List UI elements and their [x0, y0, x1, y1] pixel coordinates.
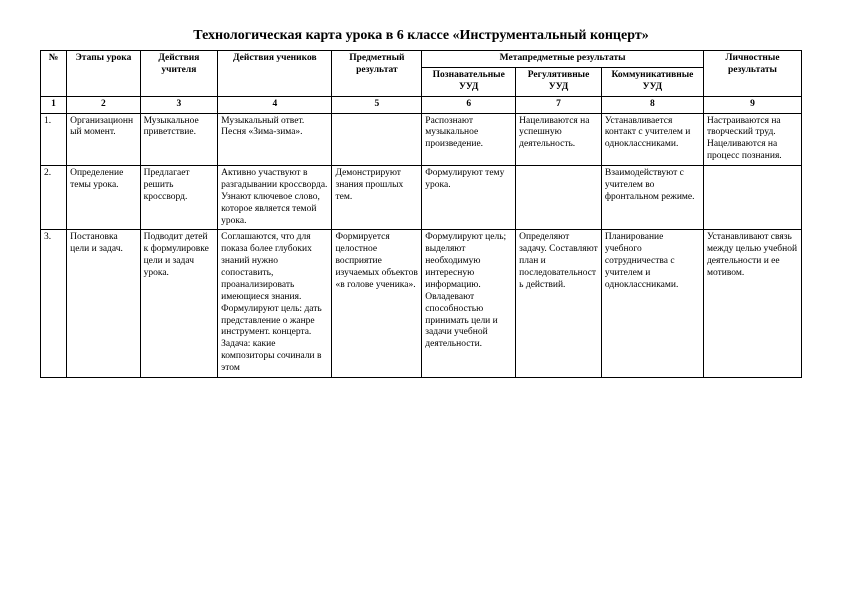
col-personal: Личностные результаты: [703, 51, 801, 97]
cell-idx: 2.: [41, 166, 67, 230]
table-row: 1. Организационный момент. Музыкальное п…: [41, 113, 802, 166]
col-num: №: [41, 51, 67, 97]
cell-stage: Организационный момент.: [67, 113, 140, 166]
col-students: Действия учеников: [218, 51, 332, 97]
cell-stage: Постановка цели и задач.: [67, 230, 140, 378]
cell-communicative: Взаимодействуют с учителем во фронтально…: [601, 166, 703, 230]
cell-students: Соглашаются, что для показа более глубок…: [218, 230, 332, 378]
page-title: Технологическая карта урока в 6 классе «…: [40, 28, 802, 44]
lesson-plan-table: № Этапы урока Действия учителя Действия …: [40, 50, 802, 378]
col-communicative: Коммуникативные УУД: [601, 67, 703, 96]
col-cognitive: Познавательные УУД: [422, 67, 516, 96]
cell-students: Музыкальный ответ. Песня «Зима-зима».: [218, 113, 332, 166]
cell-students: Активно участвуют в разгадывании кроссво…: [218, 166, 332, 230]
cell-subject: Демонстрируют знания прошлых тем.: [332, 166, 422, 230]
cell-cognitive: Формулируют цель; выделяют необходимую и…: [422, 230, 516, 378]
cell-communicative: Устанавливается контакт с учителем и одн…: [601, 113, 703, 166]
cell-regulatory: Нацеливаются на успешную деятельность.: [516, 113, 602, 166]
cell-stage: Определение темы урока.: [67, 166, 140, 230]
cell-personal: Настраиваются на творческий труд. Нацели…: [703, 113, 801, 166]
cell-subject: Формируется целостное восприятие изучаем…: [332, 230, 422, 378]
col-teacher: Действия учителя: [140, 51, 218, 97]
cell-regulatory: Определяют задачу. Составляют план и пос…: [516, 230, 602, 378]
num-cell: 3: [140, 96, 218, 113]
cell-regulatory: [516, 166, 602, 230]
num-cell: 7: [516, 96, 602, 113]
cell-idx: 3.: [41, 230, 67, 378]
cell-cognitive: Распознают музыкальное произведение.: [422, 113, 516, 166]
cell-personal: [703, 166, 801, 230]
num-cell: 5: [332, 96, 422, 113]
num-cell: 4: [218, 96, 332, 113]
number-row: 1 2 3 4 5 6 7 8 9: [41, 96, 802, 113]
cell-teacher: Предлагает решить кроссворд.: [140, 166, 218, 230]
num-cell: 1: [41, 96, 67, 113]
cell-idx: 1.: [41, 113, 67, 166]
num-cell: 8: [601, 96, 703, 113]
num-cell: 2: [67, 96, 140, 113]
col-stages: Этапы урока: [67, 51, 140, 97]
table-row: 3. Постановка цели и задач. Подводит дет…: [41, 230, 802, 378]
cell-communicative: Планирование учебного сотрудничества с у…: [601, 230, 703, 378]
col-regulatory: Регулятивные УУД: [516, 67, 602, 96]
num-cell: 6: [422, 96, 516, 113]
cell-subject: [332, 113, 422, 166]
cell-teacher: Подводит детей к формулировке цели и зад…: [140, 230, 218, 378]
col-meta-results: Метапредметные результаты: [422, 51, 704, 68]
header-row-1: № Этапы урока Действия учителя Действия …: [41, 51, 802, 68]
cell-personal: Устанавливают связь между целью учебной …: [703, 230, 801, 378]
col-subject-result: Предметный результат: [332, 51, 422, 97]
num-cell: 9: [703, 96, 801, 113]
cell-teacher: Музыкальное приветствие.: [140, 113, 218, 166]
table-row: 2. Определение темы урока. Предлагает ре…: [41, 166, 802, 230]
cell-cognitive: Формулируют тему урока.: [422, 166, 516, 230]
